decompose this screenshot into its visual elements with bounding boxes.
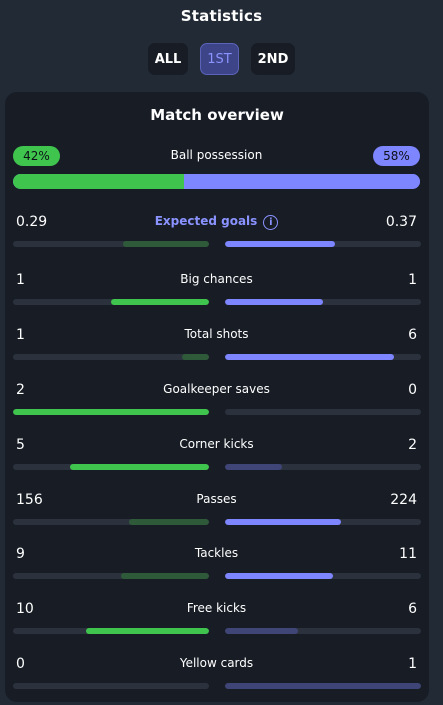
stat-home-track	[13, 683, 209, 689]
stat-home-track	[13, 519, 209, 525]
stat-row-passes: 156 Passes 224	[13, 492, 421, 532]
stat-away-track	[225, 573, 421, 579]
stat-away-track	[225, 409, 421, 415]
period-tabs: ALL 1ST 2ND	[0, 43, 443, 75]
tab-1st[interactable]: 1ST	[200, 43, 239, 75]
stat-home-value: 9	[16, 546, 25, 562]
stat-home-fill	[69, 464, 209, 470]
possession-bar	[13, 174, 420, 189]
possession-home-pill: 42%	[13, 146, 60, 166]
possession-row: 42% Ball possession 58%	[13, 146, 420, 168]
stat-home-track	[13, 628, 209, 634]
stat-label: Tackles	[194, 546, 239, 560]
stat-away-value: 1	[408, 656, 417, 672]
stat-home-fill	[181, 354, 209, 360]
stat-home-fill	[85, 628, 209, 634]
stat-away-track	[225, 241, 421, 247]
stat-away-fill	[225, 519, 341, 525]
stat-label: Free kicks	[186, 601, 247, 615]
info-icon[interactable]: i	[263, 215, 279, 230]
stat-label: Expected goals i	[13, 214, 420, 230]
stat-home-value: 0.29	[16, 214, 48, 230]
stat-away-value: 0	[408, 382, 417, 398]
possession-label: Ball possession	[170, 148, 263, 162]
stat-away-value: 11	[399, 546, 417, 562]
stat-label: Corner kicks	[179, 437, 254, 451]
stat-home-track	[13, 409, 209, 415]
stat-away-value: 6	[408, 327, 417, 343]
stat-away-value: 2	[408, 437, 417, 453]
stat-home-fill	[111, 299, 209, 305]
stat-away-track	[225, 354, 421, 360]
stat-away-fill	[225, 628, 298, 634]
stat-home-fill	[13, 409, 209, 415]
stat-away-fill	[225, 573, 333, 579]
stat-home-track	[13, 299, 209, 305]
stat-row-expected-goals: 0.29 Expected goals i 0.37	[13, 214, 421, 254]
stat-home-fill	[120, 573, 209, 579]
stat-row-free-kicks: 10 Free kicks 6	[13, 601, 421, 641]
stat-away-value: 6	[408, 601, 417, 617]
stat-away-track	[225, 683, 421, 689]
page-title: Statistics	[180, 7, 263, 25]
tab-2nd[interactable]: 2ND	[251, 43, 295, 75]
stat-home-value: 0	[16, 656, 25, 672]
stat-away-fill	[225, 241, 335, 247]
stat-home-value: 156	[16, 492, 43, 508]
stat-home-track	[13, 354, 209, 360]
stat-label: Yellow cards	[179, 656, 254, 670]
stat-label: Big chances	[180, 272, 253, 286]
stat-home-value: 2	[16, 382, 25, 398]
stat-home-value: 1	[16, 272, 25, 288]
stat-away-fill	[225, 464, 282, 470]
stat-home-value: 1	[16, 327, 25, 343]
stat-home-fill	[128, 519, 209, 525]
stat-away-track	[225, 299, 421, 305]
stat-home-track	[13, 464, 209, 470]
stat-row-tackles: 9 Tackles 11	[13, 546, 421, 586]
stat-away-fill	[225, 354, 394, 360]
stat-row-yellow-cards: 0 Yellow cards 1	[13, 656, 421, 696]
possession-away-pill: 58%	[373, 146, 420, 166]
stat-away-track	[225, 464, 421, 470]
stat-label-text: Expected goals	[154, 214, 258, 228]
card-title: Match overview	[150, 106, 284, 124]
stat-home-track	[13, 573, 209, 579]
stat-away-fill	[225, 683, 421, 689]
tab-all[interactable]: ALL	[148, 43, 188, 75]
stat-home-value: 10	[16, 601, 34, 617]
stat-away-value: 1	[408, 272, 417, 288]
stat-away-track	[225, 628, 421, 634]
stat-label: Goalkeeper saves	[163, 382, 270, 396]
stat-away-value: 0.37	[385, 214, 417, 230]
stat-label: Total shots	[184, 327, 249, 341]
stat-row-goalkeeper-saves: 2 Goalkeeper saves 0	[13, 382, 421, 422]
stat-home-value: 5	[16, 437, 25, 453]
stat-row-big-chances: 1 Big chances 1	[13, 272, 421, 312]
possession-bar-home	[13, 174, 184, 189]
stat-away-track	[225, 519, 421, 525]
stat-away-value: 224	[390, 492, 417, 508]
stat-label: Passes	[196, 492, 237, 506]
stat-row-total-shots: 1 Total shots 6	[13, 327, 421, 367]
stat-home-track	[13, 241, 209, 247]
stat-home-fill	[122, 241, 209, 247]
stat-away-fill	[225, 299, 323, 305]
match-overview-card: Match overview 42% Ball possession 58% 0…	[5, 92, 429, 702]
possession-bar-away	[183, 174, 420, 189]
stat-row-corner-kicks: 5 Corner kicks 2	[13, 437, 421, 477]
